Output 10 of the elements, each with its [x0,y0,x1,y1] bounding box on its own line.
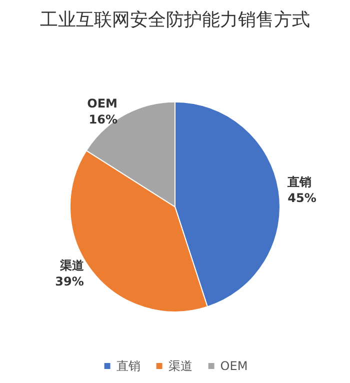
legend-label: OEM [220,359,248,373]
slice-label: 渠道 [58,258,85,273]
data-label: 45% [288,190,316,205]
legend-label: 直销 [116,359,140,373]
data-label: 39% [55,274,84,289]
chart-title: 工业互联网安全防护能力销售方式 [40,10,310,30]
data-label: 16% [88,112,118,126]
slice-label: OEM [87,96,118,110]
slice-label: 直销 [286,174,312,189]
legend-label: 渠道 [168,359,192,373]
